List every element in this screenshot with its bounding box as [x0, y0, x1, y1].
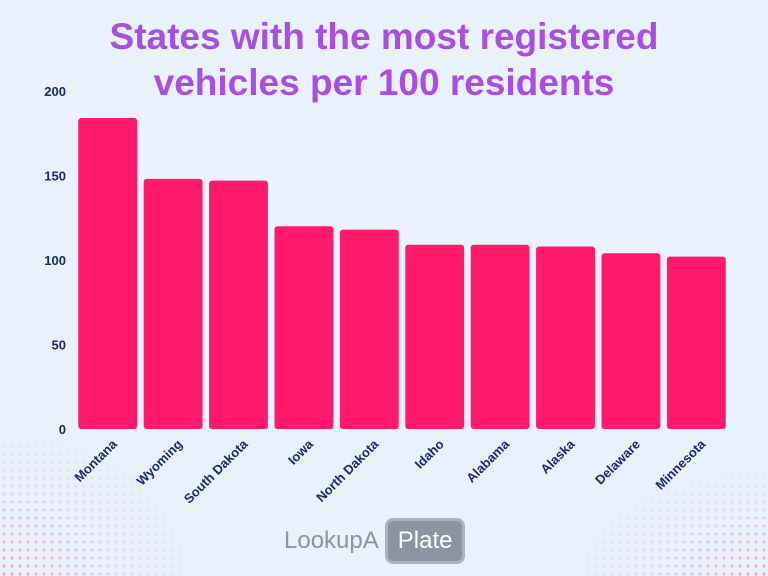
logo-badge: Plate [384, 518, 466, 564]
bar [274, 226, 334, 429]
bar [536, 246, 595, 429]
y-tick-label: 0 [59, 422, 66, 437]
bar [405, 244, 465, 429]
bar [78, 118, 138, 429]
bar [143, 178, 203, 429]
bar [470, 244, 530, 429]
dot-pattern [0, 426, 200, 576]
x-tick-label: Alabama [463, 436, 512, 485]
y-tick-label: 150 [44, 169, 66, 184]
x-tick-label: North Dakota [313, 436, 382, 505]
logo: LookupA Plate [284, 516, 466, 566]
y-tick-label: 50 [52, 338, 66, 353]
dot-pattern [568, 466, 768, 576]
bar [666, 256, 726, 429]
y-tick-label: 200 [44, 84, 66, 99]
logo-text: LookupA [284, 527, 379, 554]
y-tick-label: 100 [44, 253, 66, 268]
x-tick-label: Idaho [412, 436, 447, 471]
x-tick-label: Iowa [285, 436, 317, 468]
bar [209, 180, 268, 429]
bar [339, 229, 399, 429]
bar [601, 253, 661, 429]
chart-title: States with the most registered vehicles… [109, 16, 659, 103]
